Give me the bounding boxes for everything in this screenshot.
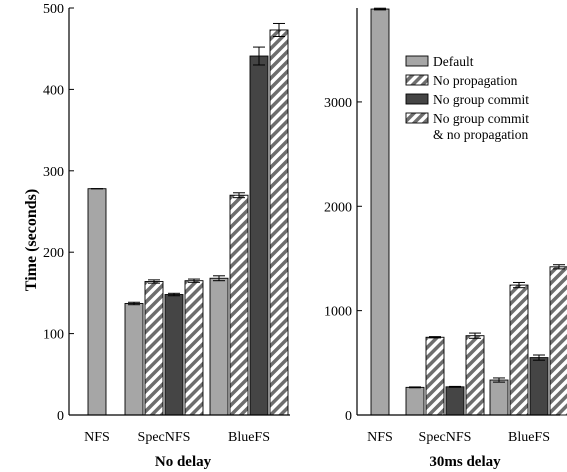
error-bar-30ms-delay-specnfs-no-group-commit — [449, 385, 461, 388]
error-bar-30ms-delay-bluefs-default — [493, 377, 505, 383]
bar-30ms-delay-bluefs-no-group-commit-and-no-propagation — [549, 266, 567, 416]
error-bar-30ms-delay-specnfs-default — [409, 386, 421, 389]
bar-no-delay-specnfs-no-propagation — [144, 281, 164, 416]
bar-no-delay-bluefs-no-propagation — [229, 194, 249, 416]
error-bar-30ms-delay-specnfs-no-propagation — [429, 336, 441, 339]
bar-30ms-delay-specnfs-no-propagation — [425, 336, 445, 416]
panel-no-delay: NFS SpecNFS BlueFS 0 100 200 300 400 500 No dela… — [43, 2, 290, 470]
bar-no-delay-bluefs-no-group-commit-and-no-propagation — [269, 29, 289, 416]
y-tick-label-no-delay-300: 300 — [43, 165, 64, 180]
error-bar-30ms-delay-bluefs-no-group-commit — [533, 354, 545, 361]
y-tick-label-30ms-delay-0: 0 — [345, 409, 352, 424]
legend-label-no-group-commit-and-no-propagation: No group commit — [433, 111, 529, 126]
legend-item-no-group-commit: No group commit — [405, 92, 529, 107]
plot-area-30ms-delay: NFS SpecNFS BlueFS 0 1000 2000 3000 — [324, 7, 567, 445]
bar-no-delay-nfs-default — [87, 188, 107, 416]
x-axis-title-no-delay: No delay — [155, 454, 212, 470]
error-bar-no-delay-specnfs-no-group-commit-and-no-propagation — [188, 278, 200, 283]
legend-swatch-no-group-commit-and-no-propagation — [405, 112, 429, 124]
legend-label-no-group-commit: No group commit — [433, 92, 529, 107]
error-bar-30ms-delay-bluefs-no-group-commit-and-no-propagation — [553, 264, 565, 270]
category-label-no-delay-nfs: NFS — [84, 430, 110, 445]
legend-item-no-group-commit-and-no-propagation: No group commit& no propagation — [405, 111, 529, 142]
x-axis-title-30ms-delay: 30ms delay — [429, 454, 501, 470]
bar-30ms-delay-bluefs-default — [489, 379, 509, 416]
bar-no-delay-specnfs-no-group-commit-and-no-propagation — [184, 280, 204, 416]
error-bar-no-delay-bluefs-no-group-commit — [253, 46, 265, 66]
bar-no-delay-bluefs-no-group-commit — [249, 55, 269, 416]
y-tick-label-no-delay-100: 100 — [43, 328, 64, 343]
y-tick-label-no-delay-400: 400 — [43, 83, 64, 98]
legend-swatch-no-group-commit — [405, 93, 429, 105]
category-label-30ms-delay-specnfs: SpecNFS — [419, 430, 472, 445]
bar-30ms-delay-nfs-default — [370, 8, 390, 416]
category-label-no-delay-specnfs: SpecNFS — [138, 430, 191, 445]
legend-label-no-group-commit-and-no-propagation-line-2: & no propagation — [433, 127, 528, 142]
plot-area-no-delay: NFS SpecNFS BlueFS 0 100 200 300 400 500 — [43, 2, 290, 445]
error-bar-30ms-delay-specnfs-no-group-commit-and-no-propagation — [469, 332, 481, 339]
legend-swatch-no-propagation — [405, 74, 429, 86]
y-tick-label-no-delay-500: 500 — [43, 2, 64, 17]
bar-30ms-delay-specnfs-no-group-commit-and-no-propagation — [465, 335, 485, 416]
y-axis-title: Time (seconds) — [23, 189, 40, 291]
error-bar-no-delay-bluefs-default — [213, 275, 225, 282]
bar-no-delay-specnfs-default — [124, 303, 144, 416]
legend-label-default: Default — [433, 54, 474, 69]
bar-30ms-delay-specnfs-no-group-commit — [445, 386, 465, 416]
legend-item-default: Default — [405, 54, 474, 69]
category-label-30ms-delay-nfs: NFS — [367, 430, 393, 445]
y-tick-label-no-delay-200: 200 — [43, 246, 64, 261]
legend-label-no-propagation: No propagation — [433, 73, 518, 88]
y-tick-label-no-delay-0: 0 — [57, 409, 64, 424]
error-bar-30ms-delay-nfs-default — [374, 7, 386, 11]
error-bar-no-delay-specnfs-no-group-commit — [168, 292, 180, 297]
error-bar-no-delay-bluefs-no-group-commit-and-no-propagation — [273, 22, 285, 37]
panel-30ms-delay: NFS SpecNFS BlueFS 0 1000 2000 3000 30ms delay — [324, 7, 567, 470]
y-tick-label-30ms-delay-1000: 1000 — [324, 305, 352, 320]
legend-item-no-propagation: No propagation — [405, 73, 518, 88]
bar-no-delay-specnfs-no-group-commit — [164, 294, 184, 416]
error-bar-no-delay-bluefs-no-propagation — [233, 192, 245, 199]
bar-30ms-delay-bluefs-no-group-commit — [529, 357, 549, 416]
legend-swatch-default — [405, 55, 429, 67]
bar-no-delay-bluefs-default — [209, 277, 229, 416]
error-bar-30ms-delay-bluefs-no-propagation — [513, 281, 525, 289]
y-tick-label-30ms-delay-3000: 3000 — [324, 96, 352, 111]
bar-30ms-delay-specnfs-default — [405, 386, 425, 416]
error-bar-no-delay-specnfs-no-propagation — [148, 279, 160, 284]
error-bar-no-delay-specnfs-default — [128, 301, 140, 306]
category-label-30ms-delay-bluefs: BlueFS — [508, 430, 550, 445]
y-tick-label-30ms-delay-2000: 2000 — [324, 200, 352, 215]
bar-30ms-delay-bluefs-no-propagation — [509, 284, 529, 416]
category-label-no-delay-bluefs: BlueFS — [228, 430, 270, 445]
